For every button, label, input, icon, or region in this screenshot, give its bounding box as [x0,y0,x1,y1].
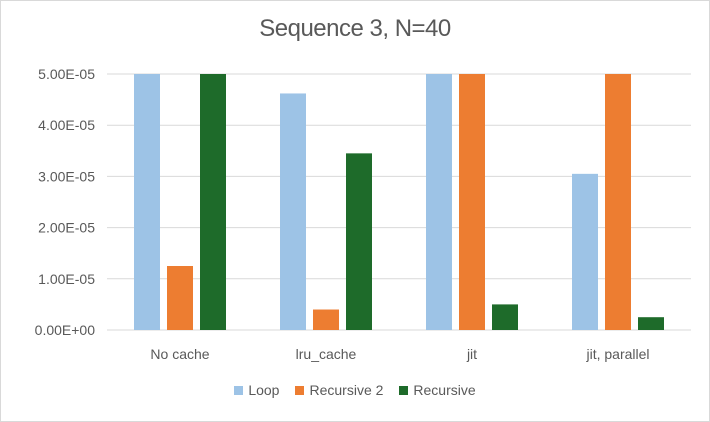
bar [346,153,372,330]
legend-swatch [295,385,305,395]
y-tick-label: 5.00E-05 [38,66,95,82]
bar [459,74,485,330]
bar [492,304,518,330]
x-tick-label: lru_cache [296,346,357,362]
legend-item: Recursive [399,382,476,398]
bar [572,173,598,330]
legend-label: Recursive [413,382,476,398]
y-tick-label: 1.00E-05 [38,271,95,287]
y-tick-label: 3.00E-05 [38,168,95,184]
x-tick-label: jit [466,346,477,362]
legend: Loop Recursive 2 Recursive [1,382,709,398]
bar [638,317,664,330]
legend-swatch [399,385,409,395]
legend-label: Loop [248,382,280,398]
x-tick-label: jit, parallel [585,346,649,362]
bar [605,74,631,330]
y-tick-label: 2.00E-05 [38,220,95,236]
bar [200,74,226,330]
legend-label: Recursive 2 [309,382,384,398]
bar [280,93,306,331]
chart-title: Sequence 3, N=40 [259,15,451,42]
bar [313,309,339,330]
x-tick-label: No cache [150,346,209,362]
bar [426,74,452,330]
legend-item: Recursive 2 [295,382,383,398]
legend-swatch [234,385,244,395]
bar [134,74,160,330]
legend-item: Loop [234,382,279,398]
bar [167,266,193,330]
y-tick-label: 4.00E-05 [38,117,95,133]
y-tick-label: 0.00E+00 [35,322,96,338]
